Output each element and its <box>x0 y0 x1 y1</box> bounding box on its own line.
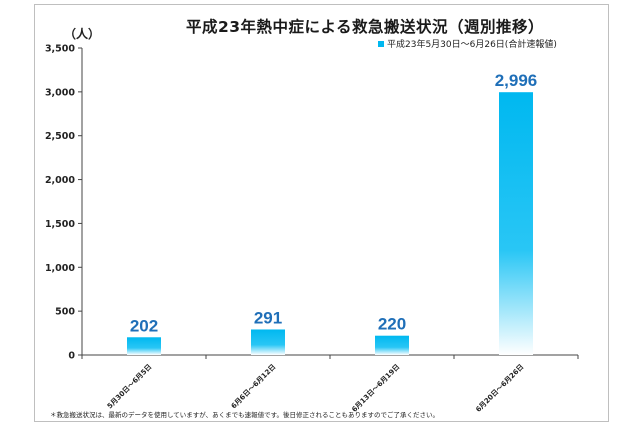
bar <box>251 329 285 355</box>
bar <box>127 337 161 355</box>
legend-label: 平成23年5月30日～6月26日(合計速報値) <box>387 40 557 50</box>
x-tick-label: 6月13日～6月19日 <box>350 363 401 414</box>
bar <box>499 92 533 355</box>
chart-title: 平成23年熱中症による救急搬送状況（週別推移） <box>185 18 545 36</box>
data-label: 202 <box>130 316 158 335</box>
x-tick-label: 5月30日～6月5日 <box>106 363 154 411</box>
y-tick-label: 1,000 <box>45 263 75 274</box>
y-axis-unit: （人） <box>64 27 101 41</box>
y-tick-label: 0 <box>68 351 75 362</box>
y-tick-label: 500 <box>55 307 75 318</box>
y-tick-label: 2,500 <box>45 131 75 142</box>
y-tick-label: 2,000 <box>45 175 75 186</box>
legend-swatch <box>378 41 384 47</box>
bar <box>375 335 409 355</box>
y-tick-label: 3,000 <box>45 87 75 98</box>
y-tick-label: 3,500 <box>45 44 75 55</box>
footnote: ＊救急搬送状況は、最新のデータを使用していますが、あくまでも速報値です。後日修正… <box>50 411 440 419</box>
x-tick-label: 6月20日～6月26日 <box>474 363 525 414</box>
y-tick-label: 1,500 <box>45 219 75 230</box>
legend: 平成23年5月30日～6月26日(合計速報値) <box>378 37 557 50</box>
x-tick-label: 6月6日～6月12日 <box>230 363 278 411</box>
data-label: 220 <box>378 315 406 334</box>
data-label: 2,996 <box>495 71 538 90</box>
data-label: 291 <box>254 308 282 327</box>
